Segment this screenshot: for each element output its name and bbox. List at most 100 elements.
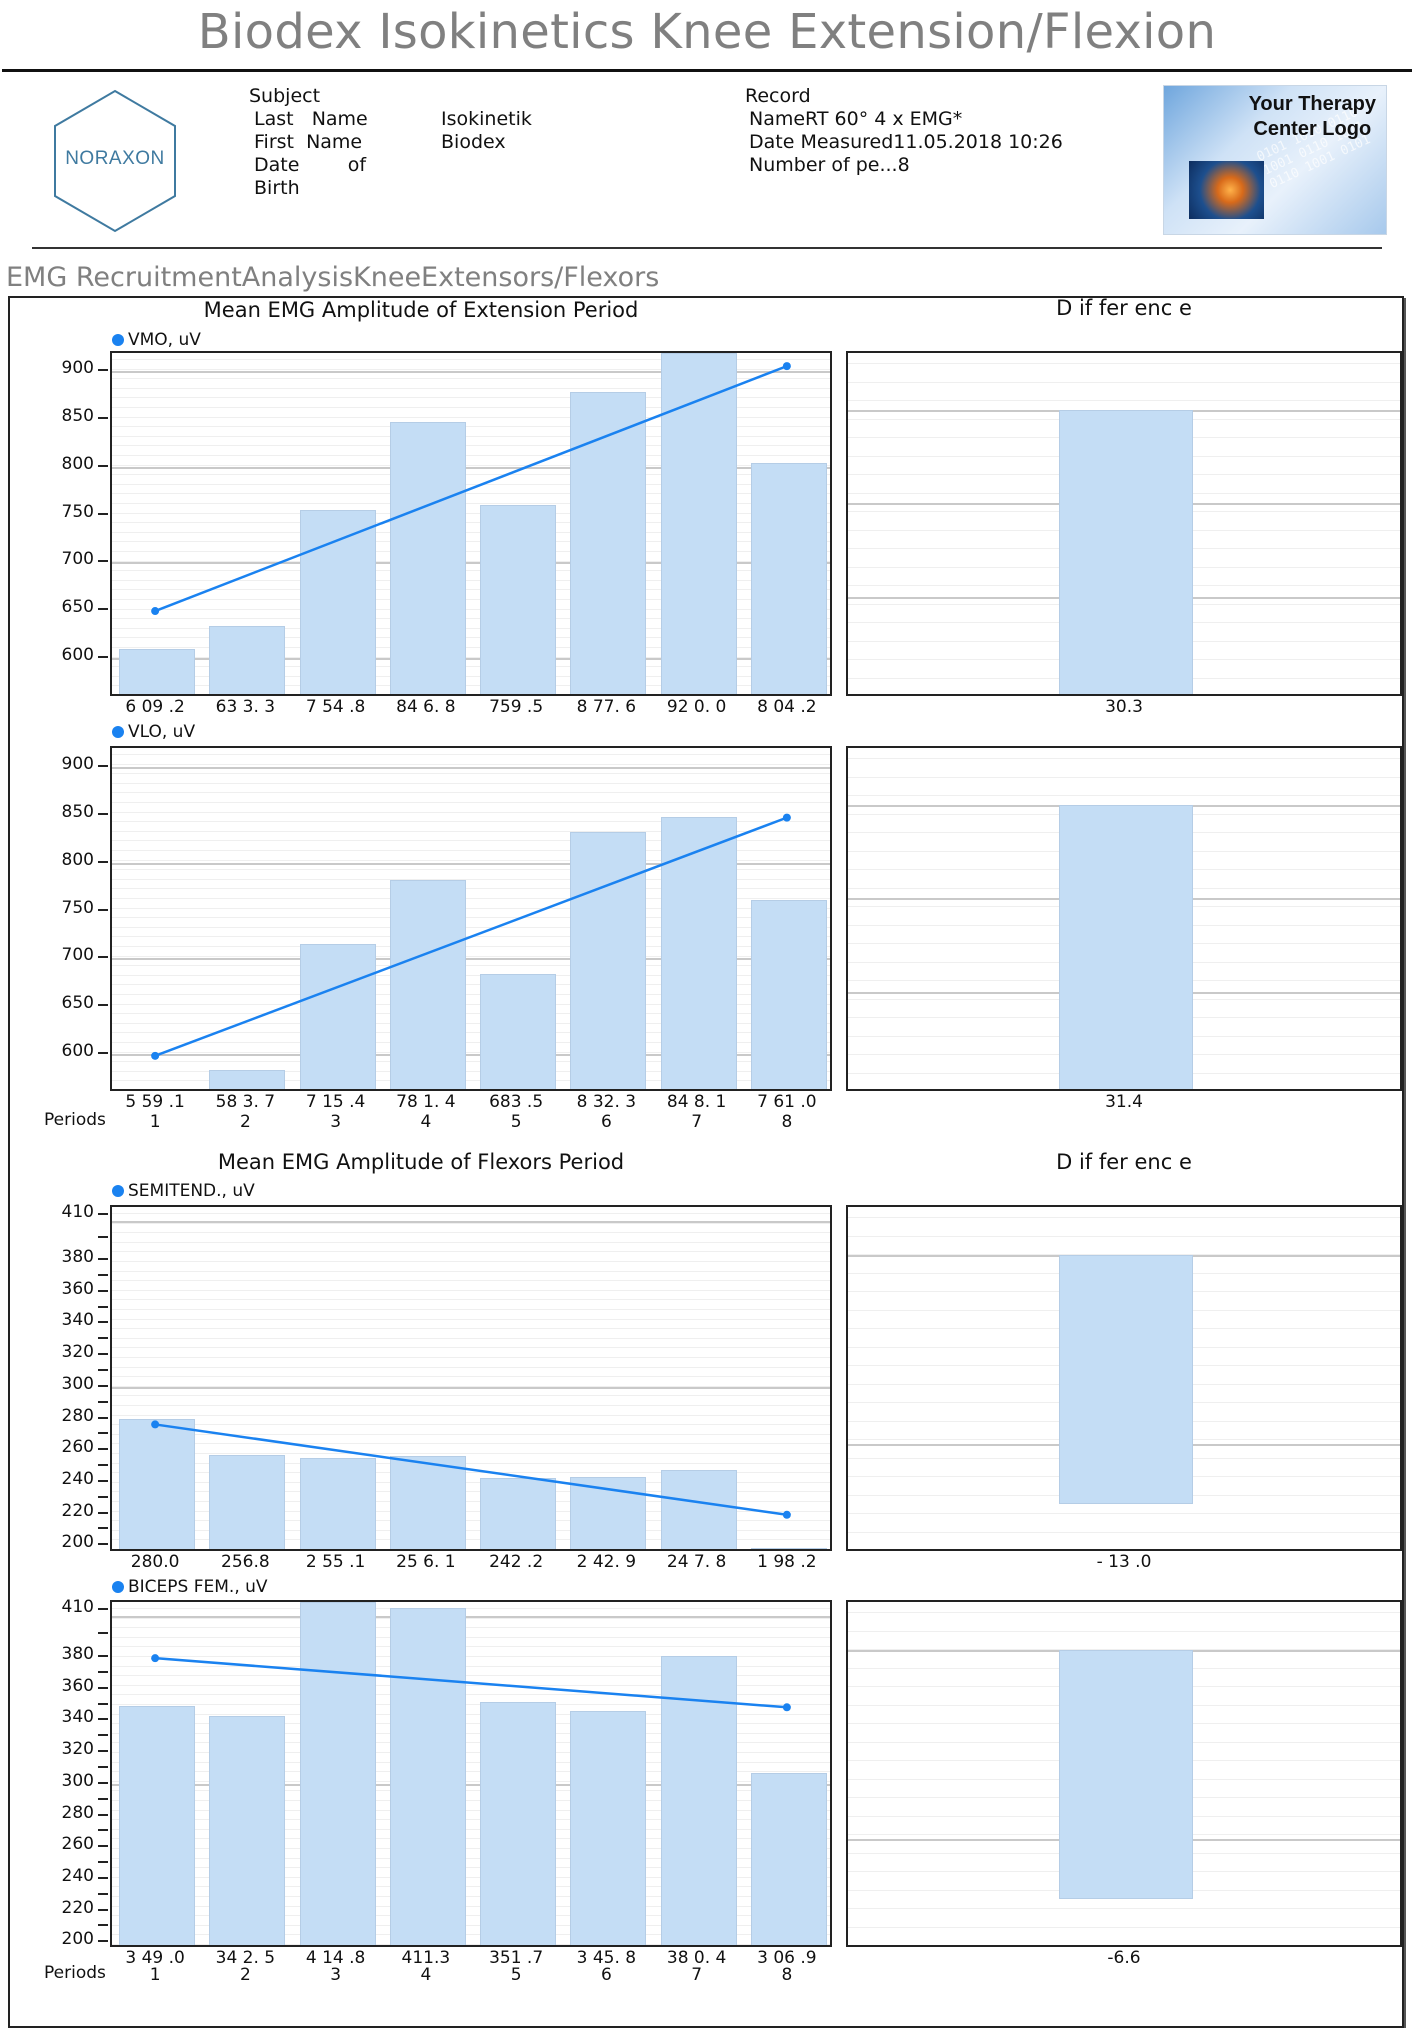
- data-bar[interactable]: [570, 831, 647, 1089]
- bar-value-label: 38 0. 4: [666, 1948, 727, 1968]
- data-bar[interactable]: [119, 1706, 196, 1945]
- legend-label: BICEPS FEM., uV: [128, 1577, 268, 1597]
- data-bar[interactable]: [570, 392, 647, 694]
- difference-bar[interactable]: [1059, 1255, 1193, 1504]
- y-axis-tick: [98, 1813, 108, 1816]
- gridline-minor: [112, 637, 830, 639]
- gridline-minor: [112, 666, 830, 668]
- data-bar[interactable]: [480, 974, 557, 1089]
- legend-dot-icon: [112, 1581, 124, 1593]
- difference-bar[interactable]: [1059, 1650, 1193, 1899]
- difference-bar[interactable]: [1059, 805, 1193, 1089]
- difference-bar[interactable]: [1059, 410, 1193, 694]
- y-axis-tick: [98, 1686, 108, 1689]
- data-bar[interactable]: [660, 1656, 737, 1945]
- data-bar[interactable]: [389, 1607, 466, 1945]
- gridline-minor: [112, 1742, 830, 1744]
- data-bar[interactable]: [660, 816, 737, 1089]
- period-number-label: 2: [239, 1112, 251, 1132]
- difference-value-label: 31.4: [1105, 1092, 1143, 1112]
- data-bar[interactable]: [209, 1455, 286, 1549]
- gridline-minor: [112, 1886, 830, 1888]
- y-axis-tick-label: 200: [61, 1532, 94, 1553]
- gridline-minor: [112, 1809, 830, 1811]
- bar-value-label: 58 3. 7: [215, 1092, 276, 1112]
- gridline-minor: [112, 1453, 830, 1454]
- data-bar[interactable]: [660, 1469, 737, 1549]
- knee-joint-icon: [1189, 161, 1264, 219]
- gridline-minor: [848, 1612, 1400, 1613]
- data-bar[interactable]: [299, 1602, 376, 1945]
- data-bar[interactable]: [750, 899, 827, 1089]
- bar-value-label: 2 55 .1: [305, 1552, 366, 1572]
- period-number-label: 2: [239, 1965, 251, 1985]
- y-axis-tick: [98, 656, 108, 658]
- y-axis-tick-label: 380: [61, 1247, 94, 1267]
- gridline-minor: [112, 1867, 830, 1869]
- data-bar[interactable]: [570, 1477, 647, 1549]
- period-number-label: 4: [420, 1965, 432, 1985]
- data-bar[interactable]: [660, 353, 737, 694]
- gridline-minor: [112, 1800, 830, 1801]
- gridline-minor: [848, 1531, 1400, 1533]
- y-axis-tick: [98, 1631, 108, 1634]
- gridline-major: [112, 767, 830, 769]
- gridline-minor: [112, 1424, 830, 1426]
- y-axis-tick: [98, 1432, 108, 1435]
- data-bar[interactable]: [119, 1418, 196, 1549]
- bar-value-label: 5 59 .1: [125, 1092, 185, 1112]
- bar-value-label: 280.0: [130, 1552, 180, 1572]
- logo-text: NORAXON: [65, 148, 165, 169]
- data-bar[interactable]: [750, 1772, 827, 1945]
- y-axis-tick-label: 750: [61, 897, 94, 918]
- data-bar[interactable]: [209, 1716, 286, 1945]
- legend-dot-icon: [112, 1185, 124, 1197]
- data-bar[interactable]: [209, 626, 286, 694]
- data-bar[interactable]: [389, 421, 466, 694]
- bar-value-label: 7 15 .4: [305, 1092, 366, 1112]
- y-axis-tick-label: 700: [61, 549, 94, 570]
- title-divider: [2, 69, 1412, 72]
- y-axis-tick: [98, 1543, 108, 1546]
- data-bar[interactable]: [570, 1711, 647, 1945]
- data-bar[interactable]: [750, 1548, 827, 1549]
- data-bar[interactable]: [389, 880, 466, 1089]
- data-bar[interactable]: [389, 1456, 466, 1549]
- data-bar[interactable]: [209, 1069, 286, 1089]
- y-axis-tick: [98, 1765, 108, 1768]
- y-axis-tick: [98, 1511, 108, 1514]
- bar-value-label: 4 14 .8: [305, 1948, 366, 1968]
- period-number-label: 6: [600, 1112, 612, 1132]
- y-axis-tick: [98, 1861, 108, 1864]
- gridline-minor: [112, 359, 830, 360]
- y-axis-tick-label: 260: [61, 1834, 94, 1855]
- y-axis-tick: [98, 1337, 108, 1340]
- data-bar[interactable]: [480, 1701, 557, 1945]
- gridline-minor: [112, 1318, 830, 1320]
- y-axis-tick-label: 200: [61, 1929, 94, 1950]
- gridline-minor: [112, 1261, 830, 1262]
- gridline-minor: [112, 792, 830, 794]
- gridline-minor: [848, 1550, 1400, 1551]
- y-axis-tick-label: 410: [61, 1202, 94, 1222]
- data-bar[interactable]: [119, 649, 196, 694]
- y-axis-tick: [98, 1273, 108, 1276]
- y-axis-tick: [98, 1052, 108, 1054]
- gridline-minor: [112, 1414, 830, 1416]
- data-bar[interactable]: [299, 509, 376, 694]
- y-axis-tick: [98, 1734, 108, 1737]
- gridline-major: [112, 1616, 830, 1618]
- periods-axis-label-bottom: Periods: [44, 1963, 106, 1983]
- bar-value-label: 759 .5: [489, 697, 544, 717]
- data-bar[interactable]: [299, 943, 376, 1089]
- data-bar[interactable]: [480, 505, 557, 694]
- y-axis-tick-label: 750: [61, 501, 94, 522]
- y-axis-tick: [98, 1845, 108, 1848]
- gridline-minor: [848, 1513, 1400, 1514]
- data-bar[interactable]: [750, 462, 827, 694]
- data-bar[interactable]: [299, 1457, 376, 1549]
- extension-chart-title: Mean EMG Amplitude of Extension Period: [203, 298, 639, 322]
- gridline-minor: [112, 656, 830, 658]
- data-bar[interactable]: [480, 1478, 557, 1549]
- y-axis-tick: [98, 512, 108, 515]
